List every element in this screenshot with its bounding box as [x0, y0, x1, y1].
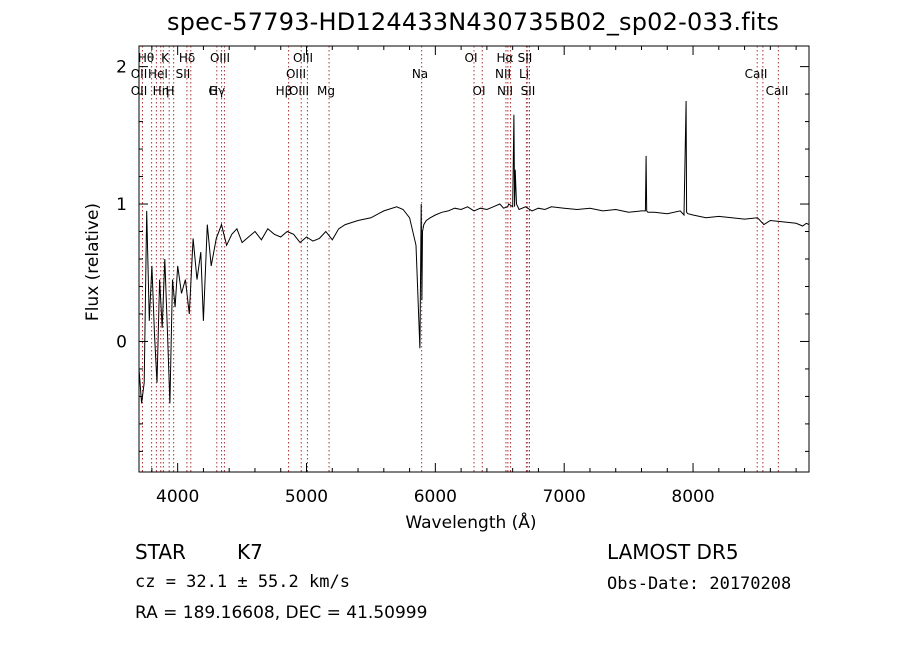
- marker-label: Hδ: [179, 51, 195, 65]
- marker-label: Li: [519, 67, 529, 81]
- marker-label: CaII: [766, 84, 789, 98]
- marker-label: K: [161, 51, 170, 65]
- marker-label: OI: [473, 84, 486, 98]
- marker-label: NII: [495, 67, 511, 81]
- redshift-cz: cz = 32.1 ± 55.2 km/s: [135, 572, 350, 592]
- y-tick-label: 2: [116, 58, 127, 78]
- marker-label: CaII: [745, 67, 768, 81]
- marker-label: OIII: [210, 51, 230, 65]
- marker-label: HeI: [148, 67, 168, 81]
- x-tick-label: 6000: [414, 487, 457, 507]
- marker-label: SII: [518, 51, 533, 65]
- marker-label: Hβ: [276, 84, 293, 98]
- y-axis-label: Flux (relative): [83, 203, 103, 321]
- marker-label: OI: [465, 51, 478, 65]
- marker-label: NII: [497, 84, 513, 98]
- marker-label: OIII: [286, 67, 306, 81]
- marker-label: SII: [521, 84, 536, 98]
- marker-label: OIII: [289, 84, 309, 98]
- x-tick-label: 4000: [156, 487, 199, 507]
- object-class: STAR: [135, 540, 186, 564]
- x-tick-label: 7000: [543, 487, 586, 507]
- marker-label: H: [165, 84, 174, 98]
- marker-label: SII: [176, 67, 191, 81]
- x-axis-label: Wavelength (Å): [405, 511, 536, 533]
- object-subclass: K7: [237, 540, 263, 564]
- x-tick-label: 5000: [285, 487, 328, 507]
- x-axis: 4000 5000 6000 7000 8000: [151, 46, 797, 507]
- marker-label: Mg: [317, 84, 335, 98]
- marker-label: Hη: [153, 84, 170, 98]
- marker-label: OIII: [293, 51, 313, 65]
- ra-dec-coordinates: RA = 189.16608, DEC = 41.50999: [135, 603, 428, 623]
- marker-label: Hγ: [209, 84, 225, 98]
- line-markers: [141, 46, 779, 472]
- y-tick-label: 1: [116, 195, 127, 215]
- x-tick-label: 8000: [671, 487, 714, 507]
- marker-label: Hθ: [138, 51, 154, 65]
- marker-label: Na: [412, 67, 428, 81]
- marker-label: Hα: [497, 51, 514, 65]
- marker-label: G: [208, 84, 217, 98]
- spectrum-line: [138, 100, 810, 404]
- y-tick-label: 0: [116, 332, 127, 352]
- observation-date: Obs-Date: 20170208: [607, 574, 792, 594]
- chart-title: spec-57793-HD124433N430735B02_sp02-033.f…: [166, 8, 780, 36]
- survey-name: LAMOST DR5: [607, 540, 739, 564]
- y-axis: 0 1 2: [116, 58, 809, 452]
